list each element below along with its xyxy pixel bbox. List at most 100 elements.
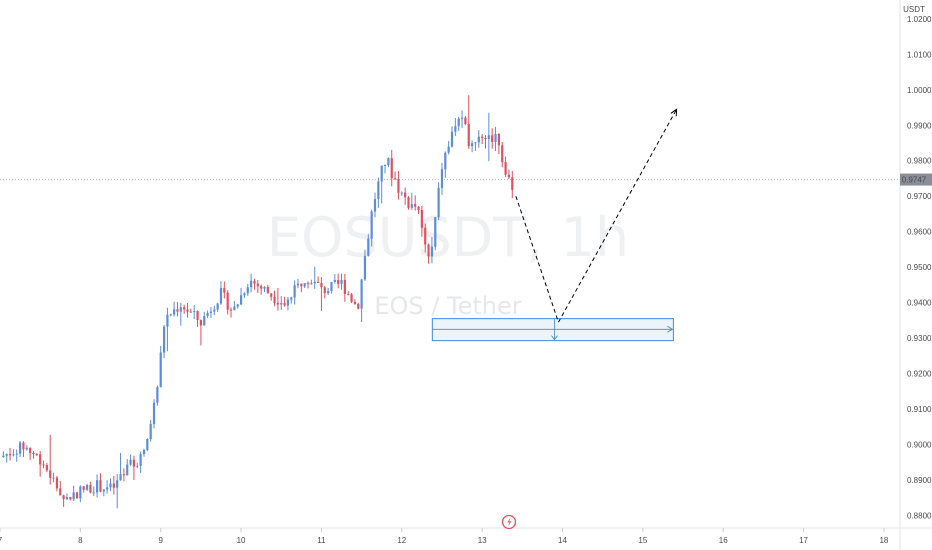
demand-zone-arrow-right [667, 325, 674, 333]
candle [310, 279, 313, 285]
plot-area[interactable] [0, 0, 900, 528]
candle [119, 453, 122, 481]
candle [464, 115, 467, 126]
watermark-subtitle: EOS / Tether [374, 292, 521, 320]
candle [434, 216, 437, 251]
candle [239, 287, 243, 306]
candle [481, 134, 484, 145]
candle [129, 454, 132, 466]
snapshot-icon[interactable] [501, 514, 517, 530]
candle [99, 473, 102, 493]
candle [450, 126, 454, 148]
candle [156, 385, 159, 406]
candle [393, 171, 397, 181]
candle [407, 196, 410, 210]
candle [146, 438, 149, 452]
candle [293, 280, 296, 305]
candle [18, 440, 22, 457]
candle [491, 128, 494, 149]
candle [89, 481, 92, 494]
candle [203, 311, 206, 326]
x-tick-label: 8 [78, 536, 83, 545]
candle [511, 170, 514, 199]
time-axis[interactable]: 7 8 9 10 11 12 13 14 15 16 17 18 [0, 528, 889, 545]
candle [400, 191, 403, 196]
y-tick-label: 0.9000 [907, 441, 932, 450]
candle [136, 462, 139, 469]
candle [5, 453, 8, 463]
candle [49, 434, 52, 485]
y-tick-label: 0.9900 [907, 121, 932, 130]
candle [353, 299, 357, 305]
x-tick-label: 12 [397, 536, 406, 545]
candle [343, 273, 346, 302]
x-tick-label: 7 [0, 536, 3, 545]
candle [410, 192, 413, 211]
projection-arrow-head [670, 108, 678, 117]
x-tick-label: 17 [799, 536, 808, 545]
candle [55, 475, 59, 492]
candle [440, 162, 444, 195]
x-tick-label: 14 [558, 536, 567, 545]
candle [501, 142, 504, 168]
candle [45, 462, 48, 473]
candle [42, 460, 45, 469]
candle [79, 485, 82, 503]
projection-path[interactable] [515, 109, 678, 324]
candle [196, 310, 199, 327]
y-tick-label: 0.9300 [907, 334, 932, 343]
candle [347, 291, 350, 296]
candle [504, 156, 507, 178]
candle [417, 206, 420, 215]
candle [330, 281, 333, 294]
candle [424, 223, 427, 253]
candle [333, 274, 336, 284]
candle [497, 133, 500, 155]
candle [266, 284, 269, 294]
candle [226, 290, 229, 315]
candle [377, 177, 380, 208]
candle [327, 288, 330, 296]
price-axis[interactable]: USDT 1.0200 1.0100 1.0000 0.9900 0.9800 0.970… [900, 5, 932, 521]
candle [286, 296, 290, 311]
candle [430, 237, 434, 264]
candle [62, 494, 65, 507]
candle [189, 308, 192, 313]
candle [236, 303, 239, 309]
candle [447, 141, 450, 155]
candle [206, 310, 209, 318]
candle [360, 278, 363, 322]
candle [29, 447, 32, 461]
x-tick-label: 10 [237, 536, 246, 545]
y-tick-label: 0.9800 [907, 157, 932, 166]
candle [320, 277, 323, 311]
candle [112, 475, 115, 495]
watermark-symbol: EOSUSDT, 1h [267, 206, 629, 269]
candle [8, 447, 12, 461]
candle [39, 451, 42, 477]
candle [162, 324, 166, 359]
candle [92, 486, 95, 497]
candle [116, 474, 119, 509]
candle [457, 116, 460, 132]
candle [253, 278, 256, 290]
candle [139, 451, 142, 473]
candle [454, 118, 457, 136]
candle [223, 281, 226, 299]
candle [367, 233, 370, 257]
candle [383, 164, 387, 174]
candle [213, 305, 216, 316]
candle [260, 284, 263, 295]
candle [427, 243, 430, 264]
y-tick-label: 0.9600 [907, 228, 932, 237]
candle [494, 126, 497, 152]
candle [246, 284, 249, 296]
candle [152, 399, 156, 429]
y-tick-label: 1.0000 [907, 86, 932, 95]
candle [373, 192, 377, 218]
candle [216, 302, 219, 312]
candle [323, 285, 326, 299]
candle [300, 283, 303, 293]
candle [350, 292, 353, 304]
